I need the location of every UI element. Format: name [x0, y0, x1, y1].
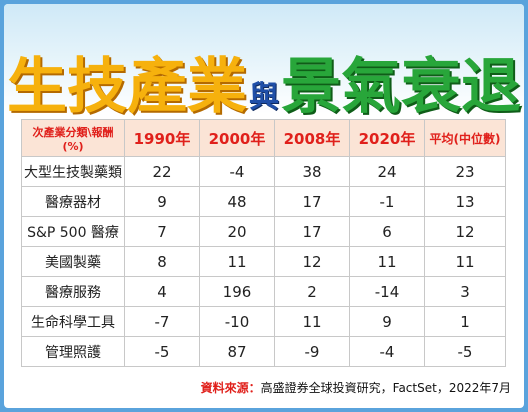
title-part-biotech: 生技產業: [7, 52, 247, 122]
row-label: S&P 500 醫療: [21, 216, 125, 247]
table-cell: -5: [124, 336, 200, 367]
row-label: 醫療器材: [21, 186, 125, 217]
column-header: 平均(中位數): [424, 119, 506, 157]
table-cell: 9: [349, 306, 425, 337]
table-cell: 13: [424, 186, 506, 217]
title-part-and: 與: [249, 80, 279, 115]
table-cell: 17: [274, 216, 350, 247]
header-background: [4, 4, 524, 114]
table-row: 醫療服務 4 196 2 -14 3: [21, 276, 506, 307]
table-row: 管理照護 -5 87 -9 -4 -5: [21, 336, 506, 367]
table-cell: 9: [124, 186, 200, 217]
table-header-row: 次產業分類\報酬(%) 1990年 2000年 2008年 2020年 平均(中…: [21, 119, 506, 157]
table-cell: 11: [424, 246, 506, 277]
title-part-recession: 景氣衰退: [281, 52, 521, 122]
table-row: 大型生技製藥類 22 -4 38 24 23: [21, 156, 506, 187]
column-header: 1990年: [124, 119, 200, 157]
table-cell: 3: [424, 276, 506, 307]
source-note: 資料來源：高盛證券全球投資研究，FactSet，2022年7月: [201, 379, 511, 396]
table-cell: 4: [124, 276, 200, 307]
table-cell: 12: [424, 216, 506, 247]
page-title: 生技產業與景氣衰退: [4, 38, 524, 125]
table-row: 生命科學工具 -7 -10 11 9 1: [21, 306, 506, 337]
table-cell: 23: [424, 156, 506, 187]
table-cell: 1: [424, 306, 506, 337]
row-label: 大型生技製藥類: [21, 156, 125, 187]
table-cell: 11: [349, 246, 425, 277]
table-cell: -14: [349, 276, 425, 307]
table-cell: 6: [349, 216, 425, 247]
table-row: 美國製藥 8 11 12 11 11: [21, 246, 506, 277]
column-header: 2000年: [199, 119, 275, 157]
column-header: 2020年: [349, 119, 425, 157]
table-cell: -4: [349, 336, 425, 367]
table-cell: 11: [274, 306, 350, 337]
table-row: 醫療器材 9 48 17 -1 13: [21, 186, 506, 217]
table-cell: 12: [274, 246, 350, 277]
table-cell: 2: [274, 276, 350, 307]
table-cell: -5: [424, 336, 506, 367]
table-cell: -9: [274, 336, 350, 367]
table-cell: 7: [124, 216, 200, 247]
row-label: 生命科學工具: [21, 306, 125, 337]
table-cell: 22: [124, 156, 200, 187]
table-cell: 11: [199, 246, 275, 277]
row-label: 醫療服務: [21, 276, 125, 307]
source-label: 資料來源：: [200, 381, 261, 395]
column-header: 2008年: [274, 119, 350, 157]
table-cell: -7: [124, 306, 200, 337]
row-label: 管理照護: [21, 336, 125, 367]
table-cell: 17: [274, 186, 350, 217]
source-text: 高盛證券全球投資研究，FactSet，2022年7月: [260, 381, 511, 395]
table-cell: 8: [124, 246, 200, 277]
table-cell: 38: [274, 156, 350, 187]
table-cell: 196: [199, 276, 275, 307]
table-cell: 48: [199, 186, 275, 217]
table-cell: 24: [349, 156, 425, 187]
infographic-card: 生技產業與景氣衰退 次產業分類\報酬(%) 1990年 2000年 2008年 …: [4, 4, 524, 408]
table-cell: -4: [199, 156, 275, 187]
table-cell: -10: [199, 306, 275, 337]
column-header: 次產業分類\報酬(%): [21, 119, 125, 157]
table-cell: 20: [199, 216, 275, 247]
table-row: S&P 500 醫療 7 20 17 6 12: [21, 216, 506, 247]
table-cell: 87: [199, 336, 275, 367]
returns-table: 次產業分類\報酬(%) 1990年 2000年 2008年 2020年 平均(中…: [21, 119, 506, 367]
table-cell: -1: [349, 186, 425, 217]
row-label: 美國製藥: [21, 246, 125, 277]
